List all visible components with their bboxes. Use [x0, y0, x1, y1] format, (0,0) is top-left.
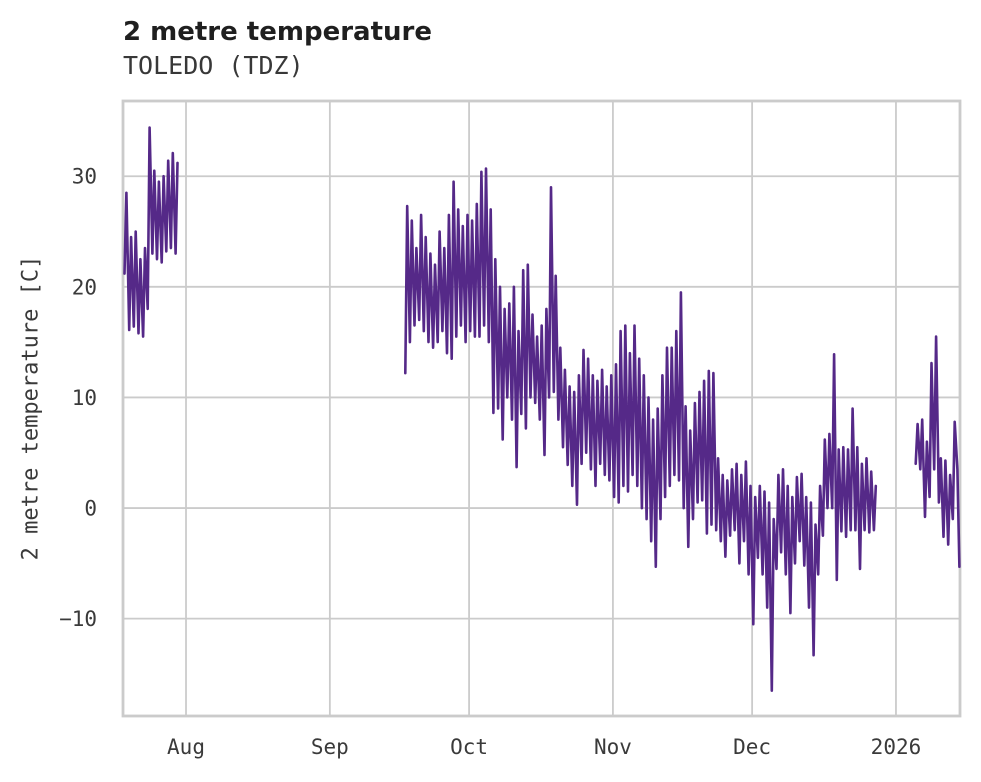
chart-title: 2 metre temperature: [123, 17, 432, 47]
x-tick-label: Oct: [450, 735, 488, 759]
x-tick-label: 2026: [871, 735, 922, 759]
x-tick-label: Aug: [167, 735, 205, 759]
y-tick-label: 10: [72, 386, 97, 410]
y-tick-label: −10: [59, 607, 97, 631]
y-tick-label: 30: [72, 165, 97, 189]
x-tick-label: Sep: [311, 735, 349, 759]
x-tick-label: Nov: [594, 735, 632, 759]
chart-subtitle: TOLEDO (TDZ): [123, 51, 304, 80]
y-tick-label: 0: [84, 497, 97, 521]
axes-border: [121, 99, 962, 718]
y-tick-label: 20: [72, 275, 97, 299]
temperature-line: [123, 126, 961, 692]
x-tick-label: Dec: [733, 735, 771, 759]
